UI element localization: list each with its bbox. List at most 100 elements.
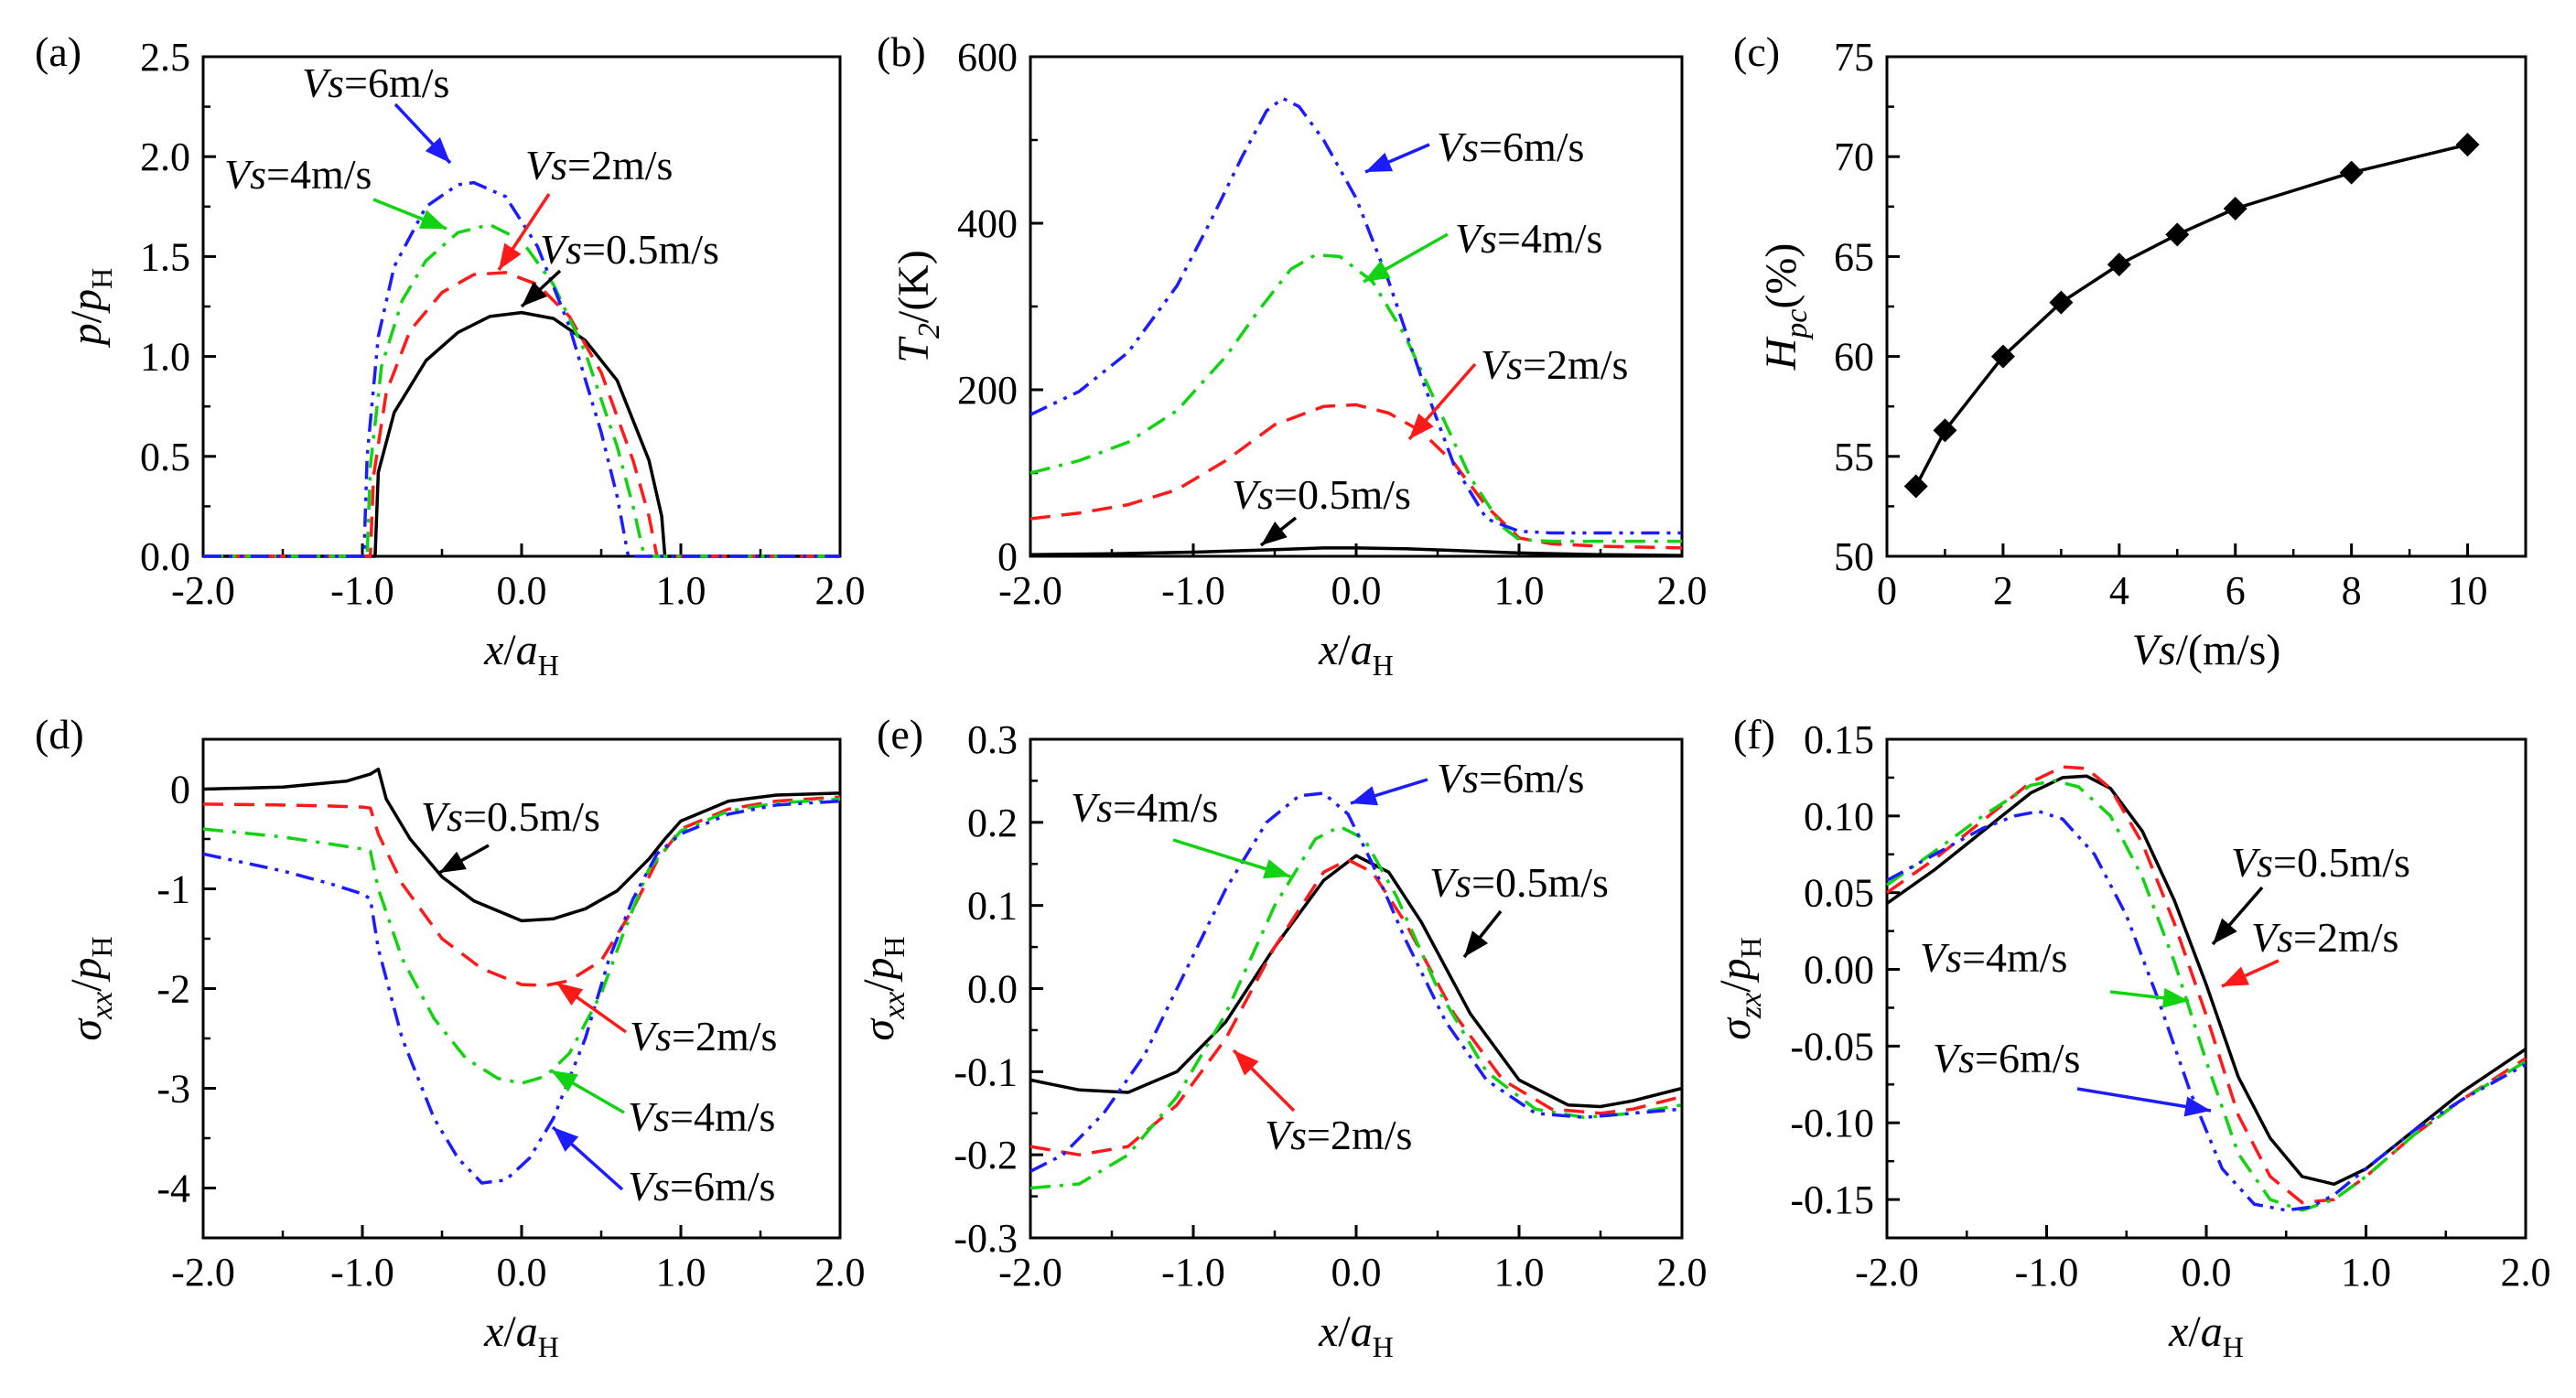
annotation-sym: Vs xyxy=(1071,784,1113,831)
y-axis-title-sub: H xyxy=(85,936,118,957)
series-line xyxy=(202,767,841,923)
annotation-value: =6m/s xyxy=(1975,1035,2080,1081)
x-tick-label: -2.0 xyxy=(171,568,235,613)
annotation-arrowhead xyxy=(2183,1096,2211,1117)
series-line xyxy=(203,271,840,558)
y-tick-label: 0.1 xyxy=(967,884,1018,929)
annotation-value: =6m/s xyxy=(1479,124,1584,170)
annotation-value: =0.5m/s xyxy=(582,226,719,273)
data-point xyxy=(2455,133,2480,157)
chart-panel-c: 0 2 4 6 8 10 50 55 60 65 70 75 (c) Vs/(m/s) Hpc(%) xyxy=(1733,28,2527,674)
data-point xyxy=(1933,418,1957,443)
series-line xyxy=(1029,546,1683,557)
annotation-value: =6m/s xyxy=(670,1163,775,1210)
y-tick-label: 65 xyxy=(1834,234,1874,279)
x-axis-title-sub: H xyxy=(538,1330,559,1363)
chart-panel-f: -2.0 -1.0 0.0 1.0 2.0 -0.15 -0.10 -0.05 0.00 0.05… xyxy=(1711,711,2551,1363)
y-tick-label: 75 xyxy=(1834,35,1874,80)
x-tick-label: 1.0 xyxy=(1494,1250,1545,1295)
y-axis-title-sym: p xyxy=(62,289,111,314)
annotation-sym: Vs xyxy=(302,59,344,106)
y-tick-label: -1 xyxy=(156,867,190,912)
y-tick-label: 600 xyxy=(957,35,1018,80)
x-tick-label: 0.0 xyxy=(1331,568,1382,613)
y-axis-title-sub: H xyxy=(1734,937,1767,958)
x-axis-title-sub: H xyxy=(1373,649,1394,682)
annotation-value: =4m/s xyxy=(1962,934,2067,981)
x-axis-title-sep: / xyxy=(2188,1307,2201,1356)
annotation-sym: Vs xyxy=(1920,934,1962,981)
chart-panel-a: -2.0 -1.0 0.0 1.0 2.00.00.51.01.52.02.5(a)x/… xyxy=(35,28,866,682)
y-axis-title: σzx/pH xyxy=(1711,937,1768,1039)
annotation-arrowhead xyxy=(2161,987,2189,1008)
y-tick-label: 0.3 xyxy=(967,717,1018,762)
annotation-value: =0.5m/s xyxy=(1471,859,1609,906)
y-tick-label: -0.10 xyxy=(1790,1101,1874,1145)
y-axis-title-main: σ xyxy=(62,1017,111,1041)
y-tick-label: 70 xyxy=(1834,134,1874,179)
y-tick-label: 200 xyxy=(957,368,1018,413)
x-axis-title: x/aH xyxy=(1318,626,1394,682)
x-axis-title-sep: / xyxy=(503,626,516,674)
annotation-sym: Vs xyxy=(2251,914,2293,961)
annotation-sym: Vs xyxy=(628,1163,670,1210)
chart-panel-d: -2.0 -1.0 0.0 1.0 2.0-4-3-2-10(d)x/aHσxx/pHV… xyxy=(35,711,866,1363)
data-point xyxy=(2339,160,2364,185)
annotation-arrowhead xyxy=(1234,1050,1259,1076)
x-tick-label: -2.0 xyxy=(998,1250,1062,1295)
x-tick-label: 2.0 xyxy=(1657,568,1708,613)
annotation-sym: Vs xyxy=(630,1013,672,1059)
x-tick-label: 2 xyxy=(1993,568,2013,613)
annotation-arrowhead xyxy=(1464,930,1489,957)
y-axis-title-mainsub: pc xyxy=(1780,309,1814,340)
x-tick-label: -1.0 xyxy=(1161,568,1225,613)
annotation-sym: Vs xyxy=(1437,124,1479,170)
y-tick-label: 0.05 xyxy=(1804,871,1874,916)
plot-frame xyxy=(1885,55,2527,558)
x-tick-label: 4 xyxy=(2109,568,2129,613)
series-annotation: Vs=0.5m/s xyxy=(540,226,719,273)
y-axis-title: T2/(K) xyxy=(889,250,946,363)
series-annotation: Vs=6m/s xyxy=(1437,755,1584,801)
data-point xyxy=(2165,222,2190,247)
annotation-value: =6m/s xyxy=(344,59,449,106)
x-axis-title-sym: a xyxy=(516,626,538,674)
x-axis-title-sym: a xyxy=(516,1307,538,1356)
annotation-sym: Vs xyxy=(224,151,266,198)
y-axis-title-sub: H xyxy=(85,268,118,289)
annotation-arrowhead xyxy=(522,281,548,306)
x-tick-label: 0.0 xyxy=(497,568,547,613)
x-axis-title-sym: a xyxy=(1351,1307,1373,1356)
y-tick-label: 50 xyxy=(1834,534,1874,579)
series-annotation: Vs=6m/s xyxy=(628,1163,775,1210)
series-line xyxy=(1029,791,1683,1173)
panel-label: (c) xyxy=(1733,28,1780,75)
x-tick-label: 8 xyxy=(2342,568,2362,613)
x-tick-label: 1.0 xyxy=(1494,568,1545,613)
x-axis-title-sep: / xyxy=(503,1307,516,1356)
annotation-sym: Vs xyxy=(628,1093,670,1140)
series-line xyxy=(1029,824,1683,1190)
x-tick-label: 2.0 xyxy=(815,568,866,613)
panel-label: (b) xyxy=(877,28,926,75)
x-axis-title: x/aH xyxy=(2168,1307,2244,1363)
panel-label: (e) xyxy=(877,711,923,758)
annotation-value: =2m/s xyxy=(2293,914,2398,961)
x-tick-label: -2.0 xyxy=(1855,1250,1919,1295)
annotation-arrowhead xyxy=(551,1070,578,1092)
y-axis-title-mainsub: xx xyxy=(85,992,119,1020)
x-tick-label: -1.0 xyxy=(1161,1250,1225,1295)
series-line xyxy=(203,222,840,558)
y-axis-title-sub: H xyxy=(878,936,911,957)
y-axis-title-mainsub: xx xyxy=(878,992,911,1020)
x-tick-label: 1.0 xyxy=(2341,1250,2391,1295)
chart-panel-e: -2.0 -1.0 0.0 1.0 2.0 -0.3 -0.2 -0.1 0.0 0.1 0.2 0.… xyxy=(855,711,1708,1363)
x-axis-title-sym: a xyxy=(2201,1307,2223,1356)
panel-label: (a) xyxy=(35,28,81,75)
x-axis-title-sub: H xyxy=(1373,1330,1394,1363)
y-tick-label: 0 xyxy=(170,768,190,812)
y-tick-label: -0.3 xyxy=(954,1216,1018,1261)
y-axis-title: Hpc(%) xyxy=(1757,243,1814,371)
annotation-arrowhead xyxy=(439,851,467,873)
annotation-arrowhead xyxy=(2222,966,2250,986)
